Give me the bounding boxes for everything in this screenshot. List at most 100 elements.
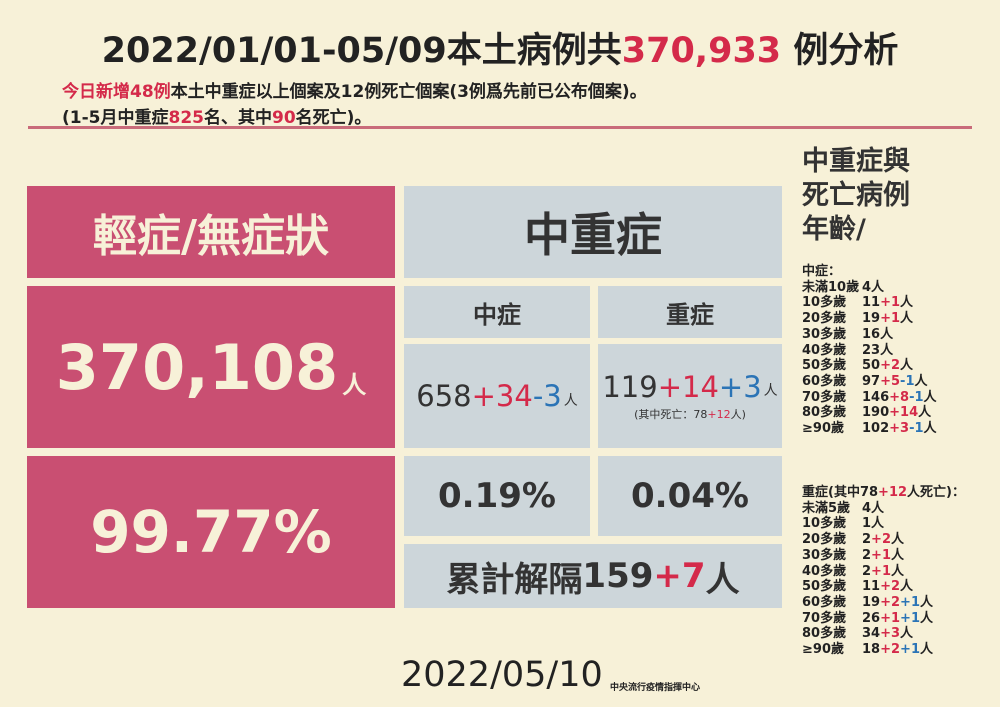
subtitle2-c: 名、其中 xyxy=(203,108,272,128)
age-row-unit: 人 xyxy=(920,594,934,610)
moderate-age-row: 10多歲 11 +1 人 xyxy=(802,295,937,311)
organization-name: 中央流行疫情指揮中心 xyxy=(610,683,701,693)
moderate-label: 中症 xyxy=(404,286,590,338)
severe-add: +14 xyxy=(657,370,719,404)
age-row-add: +2 xyxy=(871,532,891,548)
moderate-add: +34 xyxy=(471,379,533,413)
age-row-label: 未滿10歲 xyxy=(802,279,860,295)
age-row-base: 4人 xyxy=(862,279,885,295)
age-row-base: 11 xyxy=(862,579,881,595)
age-row-base: 102 xyxy=(862,421,890,437)
subtitle-new-cases: 今日新增48例 xyxy=(62,82,171,102)
moderate-sub: -3 xyxy=(532,379,562,413)
age-row-label: 80多歲 xyxy=(802,626,847,642)
age-row-add: +1 xyxy=(880,311,901,327)
severe-heading-a: 重症(其中78 xyxy=(802,485,879,500)
age-row-label: 60多歲 xyxy=(802,594,847,610)
age-row-sub: -1 xyxy=(900,373,915,389)
title-total: 370,933 xyxy=(621,31,782,71)
age-row-label: 50多歲 xyxy=(802,358,847,374)
released-label: 累計解隔 xyxy=(446,559,583,600)
age-title-line: 年齡/ xyxy=(802,214,866,245)
severe-age-row: 60多歲 19 +2 +1 人 xyxy=(802,595,965,611)
age-row-label: 70多歲 xyxy=(802,610,847,626)
page-title: 2022/01/01-05/09本土病例共370,933 例分析 xyxy=(0,22,1000,73)
age-row-add: +1 xyxy=(880,610,901,626)
severe-age-row: 20多歲 2 +2 人 xyxy=(802,532,965,548)
severe-heading-b: +12 xyxy=(878,485,908,500)
severe-count-box: 119 +14 +3 人 (其中死亡：78+12人) xyxy=(598,344,782,448)
age-row-base: 23人 xyxy=(862,342,894,358)
moderate-age-row: 50多歲 50 +2 人 xyxy=(802,358,937,374)
title-text-a: 2022/01/01-05/09本土病例共 xyxy=(101,31,622,71)
age-row-unit: 人 xyxy=(900,295,914,311)
severe-death-c: 人) xyxy=(730,408,746,421)
age-row-base: 50 xyxy=(862,358,881,374)
severe-age-row: 10多歲 1人 xyxy=(802,516,965,532)
age-row-add: +2 xyxy=(880,642,901,658)
age-row-base: 2 xyxy=(862,547,872,563)
released-base: 159 xyxy=(582,556,654,596)
subtitle-line-1: 今日新增48例本土中重症以上個案及12例死亡個案(3例爲先前已公布個案)。 xyxy=(62,77,647,102)
age-row-add: +14 xyxy=(889,405,919,421)
age-row-base: 97 xyxy=(862,373,881,389)
released-add: +7 xyxy=(653,556,706,596)
moderate-age-row: 40多歲 23人 xyxy=(802,343,937,359)
subtitle2-a: (1-5月中重症 xyxy=(62,108,169,128)
severe-age-row: 50多歲 11 +2 人 xyxy=(802,579,965,595)
subtitle-line-2: (1-5月中重症825名、其中90名死亡)。 xyxy=(62,103,371,128)
age-row-unit: 人 xyxy=(891,547,905,563)
age-row-base: 190 xyxy=(862,405,890,421)
age-row-sub: -1 xyxy=(909,421,924,437)
age-row-add: +2 xyxy=(880,594,901,610)
moderate-percent: 0.19% xyxy=(404,456,590,536)
severe-age-row: 30多歲 2 +1 人 xyxy=(802,548,965,564)
subtitle2-e: 名死亡)。 xyxy=(295,108,372,128)
age-title-line: 中重症與 xyxy=(802,146,910,177)
age-row-add: +8 xyxy=(889,389,910,405)
age-row-unit: 人 xyxy=(900,311,914,327)
mild-count-box: 370,108 人 xyxy=(27,286,395,448)
age-row-base: 2 xyxy=(862,532,872,548)
mild-percent: 99.77% xyxy=(27,456,395,608)
severe-age-heading: 重症(其中78+12人死亡)： xyxy=(802,485,965,501)
moderate-base: 658 xyxy=(416,379,472,413)
age-row-base: 16人 xyxy=(862,326,894,342)
severe-death-b: +12 xyxy=(707,408,731,421)
severe-age-row: 40多歲 2 +1 人 xyxy=(802,564,965,580)
age-row-label: 未滿5歲 xyxy=(802,500,851,516)
age-row-label: ≥90歲 xyxy=(802,642,844,658)
age-row-add: +2 xyxy=(880,579,901,595)
age-row-add: +1 xyxy=(871,547,891,563)
age-row-unit: 人 xyxy=(891,532,905,548)
severe-count-line: 119 +14 +3 人 xyxy=(602,370,777,404)
released-box: 累計解隔 159 +7 人 xyxy=(404,544,782,608)
title-text-b: 例分析 xyxy=(781,31,899,71)
age-row-unit: 人 xyxy=(923,389,937,405)
age-row-base: 18 xyxy=(862,642,881,658)
moderate-age-row: 70多歲 146 +8 -1 人 xyxy=(802,390,937,406)
age-row-base: 26 xyxy=(862,610,881,626)
severe-age-row: 未滿5歲 4人 xyxy=(802,501,965,517)
age-row-unit: 人 xyxy=(900,626,914,642)
age-row-unit: 人 xyxy=(900,579,914,595)
age-row-add: +1 xyxy=(880,295,901,311)
severe-group-heading: 中重症 xyxy=(404,186,782,278)
age-row-add: +5 xyxy=(880,373,901,389)
moderate-age-row: 60多歲 97 +5 -1 人 xyxy=(802,374,937,390)
age-row-label: 30多歲 xyxy=(802,326,847,342)
age-row-base: 1人 xyxy=(862,516,885,532)
age-row-base: 146 xyxy=(862,389,890,405)
age-title-line: 死亡病例 xyxy=(802,180,910,211)
moderate-age-row: 80多歲 190 +14 人 xyxy=(802,405,937,421)
severe-label: 重症 xyxy=(598,286,782,338)
mild-count: 370,108 xyxy=(55,330,339,404)
age-row-label: 60多歲 xyxy=(802,373,847,389)
age-row-base: 11 xyxy=(862,295,881,311)
age-row-add2: +1 xyxy=(900,594,920,610)
age-row-label: 50多歲 xyxy=(802,579,847,595)
age-title: 中重症與 死亡病例 年齡/ xyxy=(802,145,910,247)
age-row-base: 19 xyxy=(862,594,881,610)
age-row-unit: 人 xyxy=(891,563,905,579)
severe-age-row: 70多歲 26 +1 +1 人 xyxy=(802,611,965,627)
